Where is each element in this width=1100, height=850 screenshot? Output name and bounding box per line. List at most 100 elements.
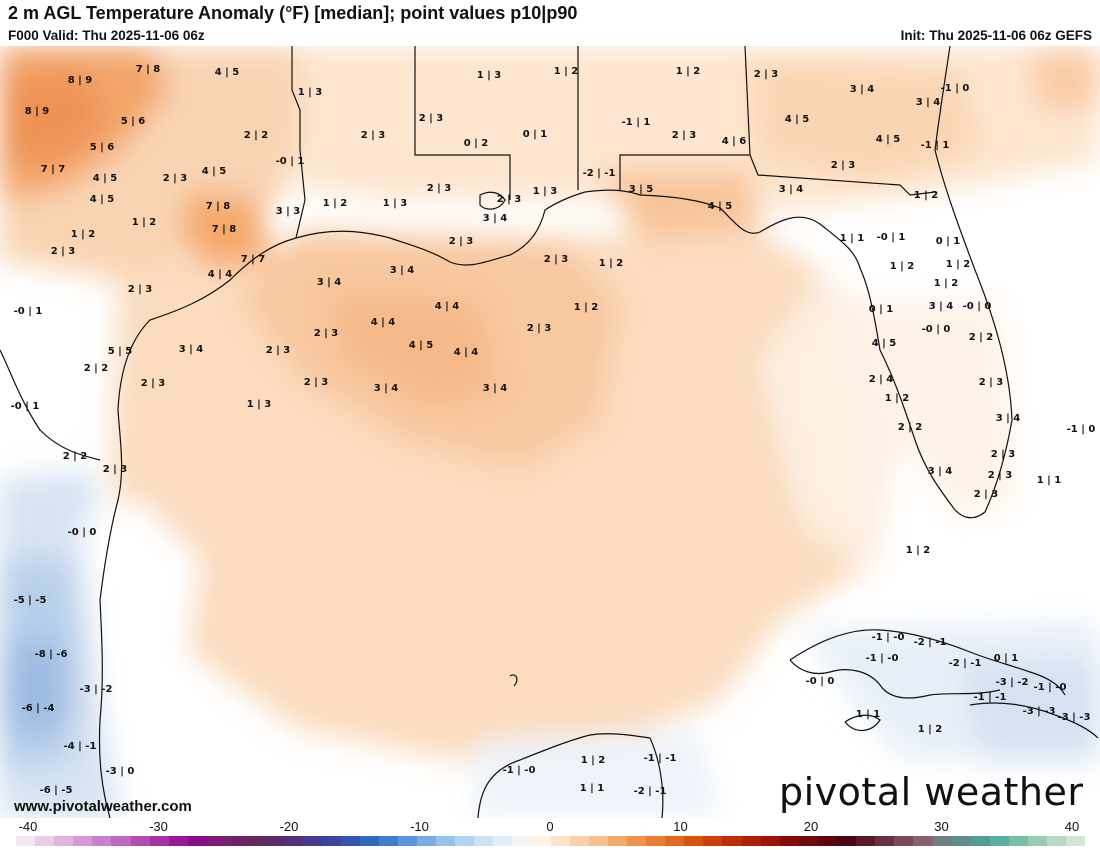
point-value-label: -0 | 0 [962,301,992,312]
colorbar-swatch [474,836,494,846]
point-value-label: -1 | 1 [621,117,651,128]
point-value-label: -8 | -6 [34,649,68,660]
point-value-label: 1 | 2 [70,229,96,240]
colorbar-tick-label: 20 [803,819,819,834]
point-value-label: -1 | -0 [865,653,899,664]
colorbar-swatch [646,836,666,846]
point-value-label: 2 | 2 [243,130,269,141]
point-value-label: 3 | 3 [275,206,301,217]
colorbar-tick-label: 0 [546,819,554,834]
colorbar-swatch [856,836,876,846]
point-value-label: 3 | 4 [316,277,342,288]
point-value-label: -0 | 0 [67,527,97,538]
colorbar-swatch [1066,836,1086,846]
point-value-label: 2 | 2 [897,422,923,433]
colorbar-tick-label: -20 [279,819,299,834]
point-value-label: 4 | 5 [707,201,733,212]
point-value-label: 0 | 1 [868,304,894,315]
point-value-label: 2 | 3 [127,284,153,295]
point-value-label: 1 | 2 [945,259,971,270]
point-value-label: 5 | 6 [120,116,146,127]
point-value-label: -0 | 1 [876,232,906,243]
colorbar-swatch [321,836,341,846]
point-value-label: 2 | 3 [102,464,128,475]
point-value-label: 2 | 3 [496,194,522,205]
point-value-label: -0 | 1 [275,156,305,167]
point-value-label: 3 | 4 [389,265,415,276]
point-value-label: 1 | 2 [553,66,579,77]
point-value-label: 2 | 3 [543,254,569,265]
colorbar-swatch [187,836,207,846]
point-value-label: 1 | 2 [884,393,910,404]
point-value-label: -3 | -2 [79,684,113,695]
point-value-label: 3 | 4 [482,213,508,224]
point-value-label: 1 | 2 [580,755,606,766]
point-value-label: 4 | 5 [214,67,240,78]
colorbar-swatch [149,836,169,846]
point-value-label: 1 | 2 [905,545,931,556]
colorbar-tick-label: -10 [410,819,429,834]
point-value-label: 1 | 1 [1036,475,1062,486]
colorbar-swatch [531,836,551,846]
point-value-label: 2 | 3 [671,130,697,141]
point-value-label: 2 | 3 [973,489,999,500]
colorbar-swatch [703,836,723,846]
point-value-label: 1 | 2 [913,190,939,201]
point-value-label: -1 | 0 [940,83,970,94]
point-value-label: -5 | -5 [13,595,47,606]
point-value-label: 3 | 4 [915,97,941,108]
colorbar-swatch [607,836,627,846]
point-value-label: 2 | 3 [990,449,1016,460]
point-value-label: 2 | 4 [868,374,894,385]
website-url[interactable]: www.pivotalweather.com [14,798,192,815]
colorbar-swatch [1008,836,1028,846]
colorbar-swatch [340,836,360,846]
colorbar-swatch [760,836,780,846]
point-value-label: 3 | 4 [178,344,204,355]
point-value-label: 4 | 5 [408,340,434,351]
point-value-label: 0 | 1 [993,653,1019,664]
point-value-label: -3 | -3 [1022,706,1056,717]
point-value-label: 2 | 3 [978,377,1004,388]
point-value-label: 7 | 7 [240,254,266,265]
point-value-label: 1 | 1 [579,783,605,794]
map-panel[interactable]: 8 | 9 7 | 8 4 | 5 8 | 9 5 | 6 5 | 6 7 | 7 4 | 5… [0,46,1100,818]
point-value-label: 3 | 4 [482,383,508,394]
point-value-label: 1 | 2 [322,198,348,209]
colorbar-swatch [798,836,818,846]
point-value-label: 1 | 3 [246,399,272,410]
map-title: 2 m AGL Temperature Anomaly (°F) [median… [8,3,578,23]
anomaly-field [0,46,1100,818]
colorbar-swatch [913,836,933,846]
point-value-label: -1 | -1 [973,692,1007,703]
colorbar-tick-label: -40 [18,819,38,834]
point-value-label: 7 | 8 [211,224,237,235]
point-value-label: 4 | 4 [453,347,479,358]
point-value-label: 2 | 3 [162,173,188,184]
point-value-label: 8 | 9 [67,75,93,86]
colorbar-swatch [951,836,971,846]
point-value-label: -1 | -0 [502,765,536,776]
point-value-label: 1 | 3 [532,186,558,197]
point-value-label: 2 | 2 [62,451,88,462]
point-value-label: 5 | 5 [107,346,133,357]
colorbar-swatch [16,836,36,846]
colorbar-swatch [722,836,742,846]
point-value-label: 1 | 3 [382,198,408,209]
point-value-label: 4 | 5 [875,134,901,145]
point-value-label: 5 | 6 [89,142,115,153]
point-value-label: 4 | 4 [370,317,396,328]
colorbar-swatch [512,836,532,846]
point-value-label: 0 | 1 [522,129,548,140]
point-value-label: 3 | 4 [928,301,954,312]
colorbar-swatch [741,836,761,846]
point-value-label: 2 | 3 [526,323,552,334]
colorbar-swatch [168,836,188,846]
colorbar-swatch [569,836,589,846]
colorbar-swatch [684,836,704,846]
colorbar-swatch [264,836,284,846]
point-value-label: -2 | -1 [913,637,947,648]
point-value-label: 1 | 3 [476,70,502,81]
colorbar-swatch [455,836,475,846]
colorbar-swatch [359,836,379,846]
